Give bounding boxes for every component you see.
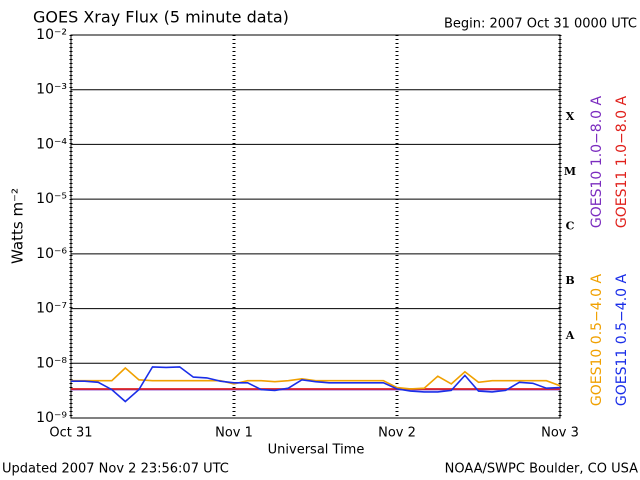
legend-entry: GOES10 1.0−8.0 A: [589, 96, 605, 229]
y-tick-label: 10⁻²: [36, 27, 67, 43]
flare-class-label: X: [566, 110, 575, 123]
legend-entry: GOES10 0.5−4.0 A: [589, 274, 605, 407]
x-tick-label: Nov 3: [541, 426, 579, 441]
chart-title: GOES Xray Flux (5 minute data): [33, 8, 289, 27]
legend-entry: GOES11 0.5−4.0 A: [614, 274, 630, 407]
y-tick-label: 10⁻⁷: [36, 301, 67, 317]
begin-label: Begin: 2007 Oct 31 0000 UTC: [444, 17, 637, 32]
flare-class-label: M: [564, 165, 576, 178]
x-axis-label: Universal Time: [268, 443, 365, 458]
series-line: [71, 366, 561, 390]
legend-entry: GOES11 1.0−8.0 A: [614, 96, 630, 229]
x-tick-label: Oct 31: [49, 426, 92, 441]
y-tick-label: 10⁻⁶: [36, 246, 67, 262]
source-label: NOAA/SWPC Boulder, CO USA: [445, 462, 638, 477]
series-line: [71, 366, 561, 403]
plot-frame: [70, 34, 561, 419]
updated-label: Updated 2007 Nov 2 23:56:07 UTC: [2, 462, 229, 477]
x-tick-label: Nov 1: [215, 426, 253, 441]
x-tick-label: Nov 2: [378, 426, 416, 441]
flare-class-label: B: [565, 274, 574, 287]
flare-class-label: A: [565, 329, 575, 342]
y-axis-label: Watts m⁻²: [9, 188, 27, 264]
y-tick-label: 10⁻⁵: [36, 191, 67, 207]
y-tick-label: 10⁻⁹: [36, 410, 67, 426]
y-tick-label: 10⁻⁸: [36, 355, 67, 371]
y-tick-label: 10⁻⁴: [36, 136, 67, 152]
y-tick-label: 10⁻³: [36, 82, 67, 98]
flare-class-label: C: [566, 220, 575, 233]
